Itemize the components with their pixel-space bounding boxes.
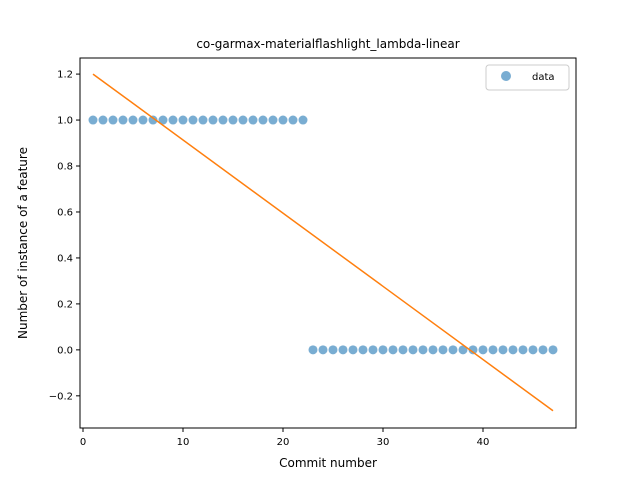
series-layer (88, 73, 558, 412)
data-point (508, 345, 518, 355)
data-point (548, 345, 558, 355)
y-tick-label: 1.2 (57, 70, 73, 81)
data-point (258, 115, 268, 125)
data-point (348, 345, 358, 355)
data-point (418, 345, 428, 355)
data-point (98, 115, 108, 125)
y-tick-label: 0.8 (57, 162, 73, 173)
data-point (228, 115, 238, 125)
x-tick-label: 20 (277, 437, 290, 448)
data-point (298, 115, 308, 125)
y-axis-ticks: −0.2 0.0 0.2 0.4 0.6 0.8 1.0 1.2 (49, 70, 80, 402)
x-tick-label: 30 (377, 437, 390, 448)
data-point (138, 115, 148, 125)
y-tick-label: −0.2 (49, 391, 73, 402)
data-point (458, 345, 468, 355)
data-point (428, 345, 438, 355)
y-tick-label: 0.4 (57, 253, 73, 264)
y-tick-label: 1.0 (57, 116, 73, 127)
data-point (438, 345, 448, 355)
data-point (478, 345, 488, 355)
y-tick-label: 0.0 (57, 345, 73, 356)
data-point (518, 345, 528, 355)
data-point (488, 345, 498, 355)
data-point (448, 345, 458, 355)
data-point (118, 115, 128, 125)
data-point (368, 345, 378, 355)
data-point (238, 115, 248, 125)
data-point (388, 345, 398, 355)
data-point (468, 345, 478, 355)
fit-line (92, 73, 554, 412)
data-point (528, 345, 538, 355)
legend-label-data: data (532, 72, 555, 83)
data-point (218, 115, 228, 125)
data-point (158, 115, 168, 125)
x-axis-label: Commit number (279, 456, 377, 470)
data-point (248, 115, 258, 125)
data-point (358, 345, 368, 355)
chart-title: co-garmax-materialflashlight_lambda-line… (196, 37, 459, 51)
data-point (108, 115, 118, 125)
data-point (198, 115, 208, 125)
data-point (208, 115, 218, 125)
data-point (408, 345, 418, 355)
legend-frame (485, 64, 570, 91)
x-axis-ticks: 0 10 20 30 40 (80, 428, 490, 448)
data-point (338, 345, 348, 355)
data-point (398, 345, 408, 355)
data-point (538, 345, 548, 355)
data-point (178, 115, 188, 125)
data-point (288, 115, 298, 125)
plot-frame (79, 57, 577, 429)
y-tick-label: 0.6 (57, 207, 73, 218)
y-axis-label: Number of instance of a feature (16, 147, 30, 339)
data-point (148, 115, 158, 125)
legend-marker (501, 71, 511, 81)
data-point (308, 345, 318, 355)
data-point (378, 345, 388, 355)
legend: data (485, 64, 570, 91)
data-point (498, 345, 508, 355)
data-point (328, 345, 338, 355)
x-tick-label: 0 (80, 437, 86, 448)
x-tick-label: 10 (177, 437, 190, 448)
x-tick-label: 40 (477, 437, 490, 448)
data-point (278, 115, 288, 125)
data-point (168, 115, 178, 125)
y-tick-label: 0.2 (57, 299, 73, 310)
data-point (128, 115, 138, 125)
data-point (268, 115, 278, 125)
data-point (318, 345, 328, 355)
data-point (88, 115, 98, 125)
data-point (188, 115, 198, 125)
